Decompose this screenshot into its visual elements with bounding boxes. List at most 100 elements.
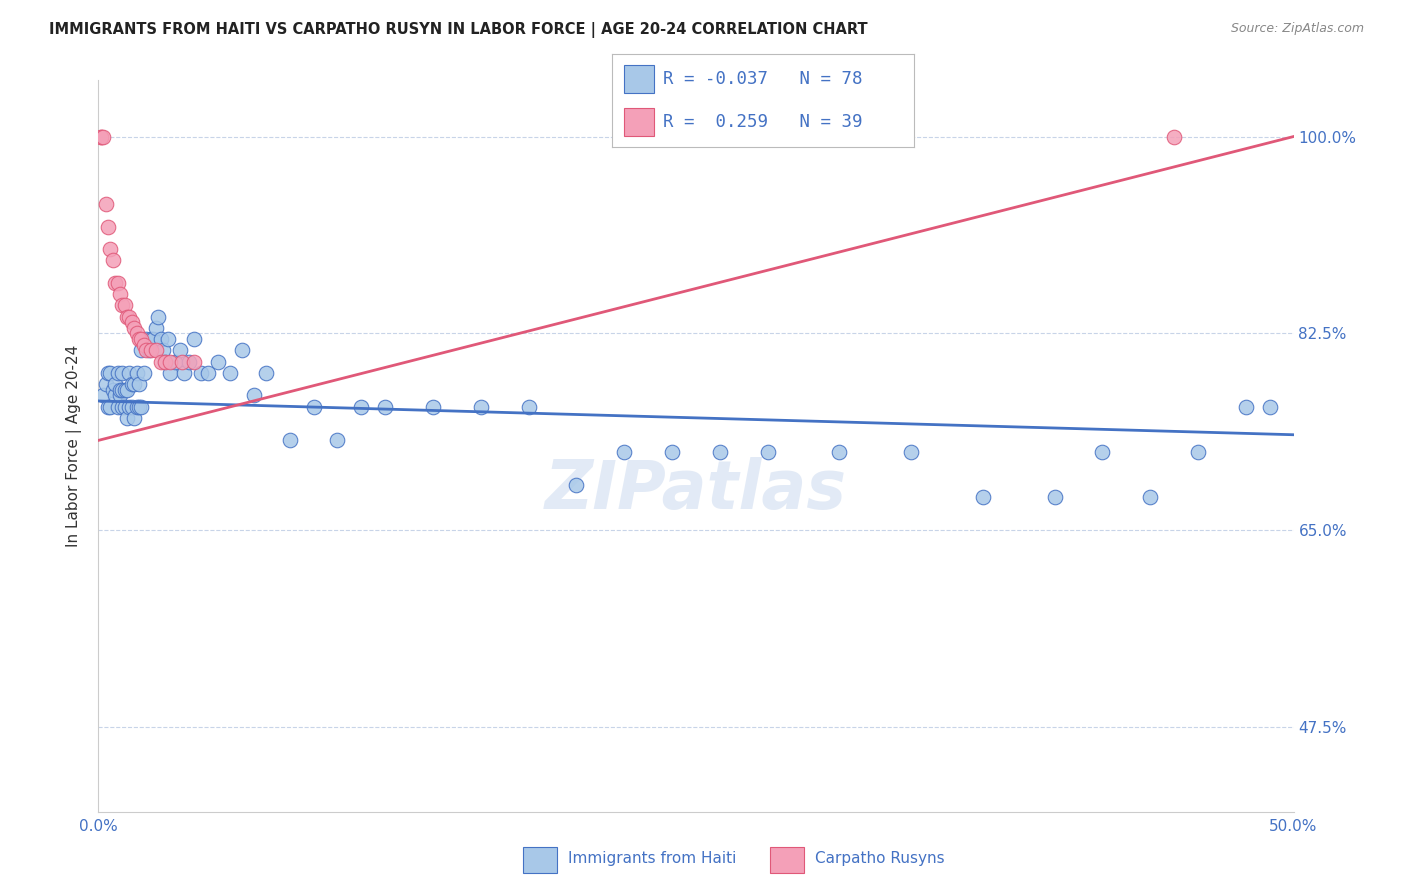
Point — [142, 332, 165, 346]
Point — [159, 354, 181, 368]
Point — [219, 366, 242, 380]
Point — [278, 434, 301, 448]
Text: R = -0.037   N = 78: R = -0.037 N = 78 — [664, 70, 862, 87]
Point — [98, 242, 122, 256]
Point — [94, 197, 117, 211]
Point — [422, 400, 444, 414]
Point — [145, 343, 167, 358]
Point — [115, 410, 138, 425]
Point — [207, 354, 229, 368]
Point — [124, 410, 146, 425]
Bar — [770, 847, 804, 872]
Point — [149, 354, 172, 368]
Point — [179, 354, 201, 368]
Text: R =  0.259   N = 39: R = 0.259 N = 39 — [664, 113, 862, 131]
Point — [709, 444, 731, 458]
Point — [156, 332, 179, 346]
Point — [121, 377, 143, 392]
Point — [1043, 490, 1066, 504]
Point — [104, 388, 127, 402]
Point — [155, 354, 177, 368]
Point — [111, 400, 134, 414]
Point — [517, 400, 540, 414]
Point — [350, 400, 373, 414]
Point — [173, 366, 195, 380]
Point — [1187, 444, 1209, 458]
Point — [125, 326, 148, 341]
Y-axis label: In Labor Force | Age 20-24: In Labor Force | Age 20-24 — [66, 345, 83, 547]
Point — [1163, 129, 1185, 144]
Point — [756, 444, 779, 458]
Point — [118, 310, 141, 324]
Point — [108, 388, 131, 402]
Point — [114, 400, 136, 414]
Point — [108, 383, 131, 397]
Point — [128, 377, 150, 392]
Point — [107, 276, 129, 290]
Point — [145, 321, 167, 335]
Point — [972, 490, 994, 504]
Point — [131, 332, 153, 346]
Point — [132, 366, 155, 380]
Text: ZIPatlas: ZIPatlas — [546, 457, 846, 523]
Point — [107, 400, 129, 414]
Point — [125, 400, 148, 414]
Point — [254, 366, 277, 380]
Point — [115, 310, 138, 324]
Point — [97, 400, 120, 414]
Point — [108, 287, 131, 301]
Point — [107, 366, 129, 380]
Point — [374, 400, 396, 414]
Point — [111, 366, 134, 380]
Point — [98, 400, 122, 414]
Point — [114, 298, 136, 312]
Point — [661, 444, 683, 458]
Bar — [523, 847, 557, 872]
Point — [152, 343, 174, 358]
Text: Immigrants from Haiti: Immigrants from Haiti — [568, 851, 737, 866]
Point — [90, 129, 112, 144]
Point — [97, 219, 120, 234]
Point — [149, 332, 172, 346]
Point — [613, 444, 636, 458]
Point — [121, 315, 143, 329]
Point — [131, 343, 153, 358]
Point — [163, 354, 186, 368]
Point — [135, 332, 157, 346]
Point — [183, 332, 205, 346]
Text: Source: ZipAtlas.com: Source: ZipAtlas.com — [1230, 22, 1364, 36]
Point — [900, 444, 922, 458]
Point — [111, 298, 134, 312]
Bar — [624, 108, 654, 136]
Point — [125, 366, 148, 380]
Point — [91, 388, 114, 402]
Point — [135, 343, 157, 358]
Point — [128, 332, 150, 346]
Point — [118, 366, 141, 380]
Point — [138, 343, 160, 358]
Text: Carpatho Rusyns: Carpatho Rusyns — [815, 851, 945, 866]
Point — [97, 366, 120, 380]
Point — [148, 310, 170, 324]
Point — [197, 366, 219, 380]
Point — [94, 377, 117, 392]
Point — [115, 383, 138, 397]
Point — [104, 276, 127, 290]
Point — [98, 366, 122, 380]
Bar — [624, 65, 654, 93]
Point — [1258, 400, 1281, 414]
Point — [326, 434, 349, 448]
Point — [104, 377, 127, 392]
Point — [131, 400, 153, 414]
Point — [124, 321, 146, 335]
Point — [118, 400, 141, 414]
Point — [1091, 444, 1114, 458]
Point — [470, 400, 492, 414]
Point — [1139, 490, 1161, 504]
Point — [132, 337, 155, 351]
Point — [139, 343, 162, 358]
Point — [169, 343, 191, 358]
Point — [231, 343, 253, 358]
Point — [155, 354, 177, 368]
Point — [302, 400, 325, 414]
